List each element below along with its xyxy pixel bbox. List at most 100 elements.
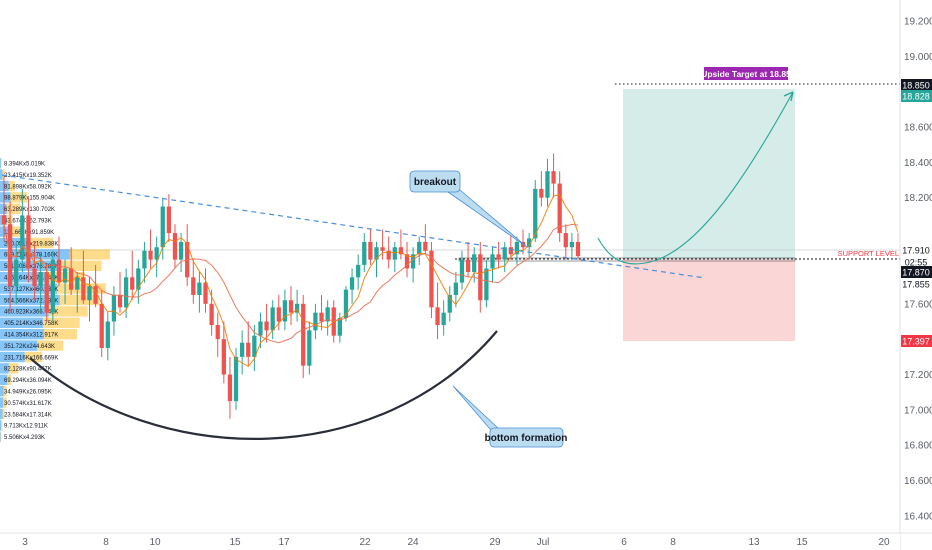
time-tick: 22 <box>359 537 371 548</box>
candle-body <box>313 312 318 331</box>
slow-moving-average <box>3 223 579 344</box>
entry-target-price-tag-bg <box>901 90 932 102</box>
volume-profile-up-bar <box>0 386 4 397</box>
candle-body <box>227 374 233 402</box>
moving-averages <box>3 194 579 368</box>
volume-profile-down-bar <box>10 192 28 203</box>
time-tick: Jul <box>537 537 550 548</box>
volume-profile-label: 81.898Kx58.092K <box>4 184 52 190</box>
candle-body <box>527 238 532 248</box>
candle-body <box>221 339 226 375</box>
candle-body <box>197 282 202 295</box>
price-tick: 16.400 <box>904 511 932 522</box>
candle-body <box>301 303 306 366</box>
price-tick: 19.000 <box>904 52 932 63</box>
bottom-formation-label: bottom formation <box>485 433 568 444</box>
volume-profile-down-bar <box>11 226 22 237</box>
volume-profile-up-bar <box>0 260 62 271</box>
candle-body <box>136 268 141 290</box>
volume-profile-up-bar <box>0 351 25 363</box>
volume-profile-down-bar <box>6 215 13 226</box>
candle-body <box>502 247 507 260</box>
volume-profile-down-bar <box>8 180 15 192</box>
candle-body <box>343 289 349 318</box>
time-tick: 13 <box>748 537 760 548</box>
volume-profile-down-bar <box>69 249 110 260</box>
time-tick: 29 <box>489 537 501 548</box>
volume-profile-up-bar <box>0 294 60 306</box>
volume-profile-label: 82.128Kx90.447K <box>4 367 52 373</box>
candle-body <box>81 277 86 301</box>
volume-profile-up-bar <box>0 283 57 294</box>
candle-body <box>14 259 19 287</box>
last-price-tag: 17.870 <box>902 268 930 278</box>
volume-profile-up-bar <box>0 158 1 169</box>
candle-body <box>569 241 575 248</box>
candle-body <box>233 356 239 402</box>
volume-profile-down-bar <box>6 203 21 214</box>
candle-body <box>148 250 153 260</box>
volume-profile-label: 5.506Kx4.293K <box>4 435 45 441</box>
volume-profile-down-bar <box>3 386 7 397</box>
time-tick: 8 <box>670 537 676 548</box>
candle-body <box>288 300 294 313</box>
time-tick: 24 <box>407 537 419 548</box>
candle-body <box>392 247 397 260</box>
upside-target-price-tag: 18.850 <box>902 81 930 91</box>
candle-body <box>459 259 465 283</box>
candle-body <box>240 342 245 357</box>
volume-profile-label: 34.949Kx26.095K <box>4 390 52 396</box>
candle-body <box>32 268 37 287</box>
upside-target-price-tag-bg <box>901 79 932 91</box>
candle-body <box>123 277 129 308</box>
candle-body <box>252 335 257 357</box>
candle-body <box>142 250 147 269</box>
candle-body <box>111 294 117 322</box>
price-tick: 19.200 <box>904 16 932 27</box>
candle-body <box>368 241 373 260</box>
volume-profile-label: 537.127Kx460.231K <box>4 287 58 293</box>
volume-profile-label: 9.713Kx12.911K <box>4 424 48 430</box>
volume-profile-label: 581.806Kx376.782K <box>4 264 58 270</box>
volume-profile-label: 564.666Kx372.393K <box>4 298 58 304</box>
candle-body <box>172 233 178 260</box>
candlesticks <box>1 153 581 419</box>
volume-profile-down-bar <box>42 317 80 328</box>
candle-body <box>117 294 123 308</box>
volume-profile-up-bar <box>0 317 43 328</box>
volume-profile-up-bar <box>0 431 1 442</box>
candle-body <box>374 247 379 260</box>
projection-curve <box>597 91 794 265</box>
candle-body <box>307 330 312 366</box>
volume-profile-down-bar <box>1 420 3 431</box>
candle-body <box>484 268 489 301</box>
candle-body <box>282 300 288 322</box>
bottom-formation-callout: bottom formation <box>452 385 568 448</box>
volume-profile-down-bar <box>48 306 88 317</box>
projection-arrowhead <box>783 91 794 102</box>
candle-body <box>26 215 31 269</box>
candle-body <box>50 259 55 313</box>
candle-body <box>575 241 581 257</box>
volume-profile-up-bar <box>0 237 30 249</box>
volume-profile-down-bar <box>3 397 7 408</box>
candle-body <box>20 215 25 260</box>
volume-profile-down-bar <box>0 158 2 169</box>
volume-profile-down-bar <box>2 169 5 180</box>
candle-body <box>539 188 544 198</box>
volume-profile-up-bar <box>0 329 44 340</box>
stop-price-tag-bg <box>901 335 932 347</box>
volume-profile-label: 63.289Kx130.702K <box>4 207 55 213</box>
support-price-tag-bg <box>901 244 932 256</box>
volume-profile-down-bar <box>2 408 5 420</box>
volume-profile-label: 405.214Kx346.758K <box>4 321 58 327</box>
time-tick: 8 <box>103 537 109 548</box>
candle-body <box>453 282 459 295</box>
time-tick: 17 <box>278 537 290 548</box>
time-axis[interactable] <box>0 533 900 550</box>
candle-body <box>215 325 220 340</box>
candle-body <box>362 241 367 265</box>
time-axis-ticks: 3 8 10 15 17 22 24 29 Jul 6 8 13 15 20 <box>22 537 890 548</box>
price-tick: 18.200 <box>904 193 932 204</box>
